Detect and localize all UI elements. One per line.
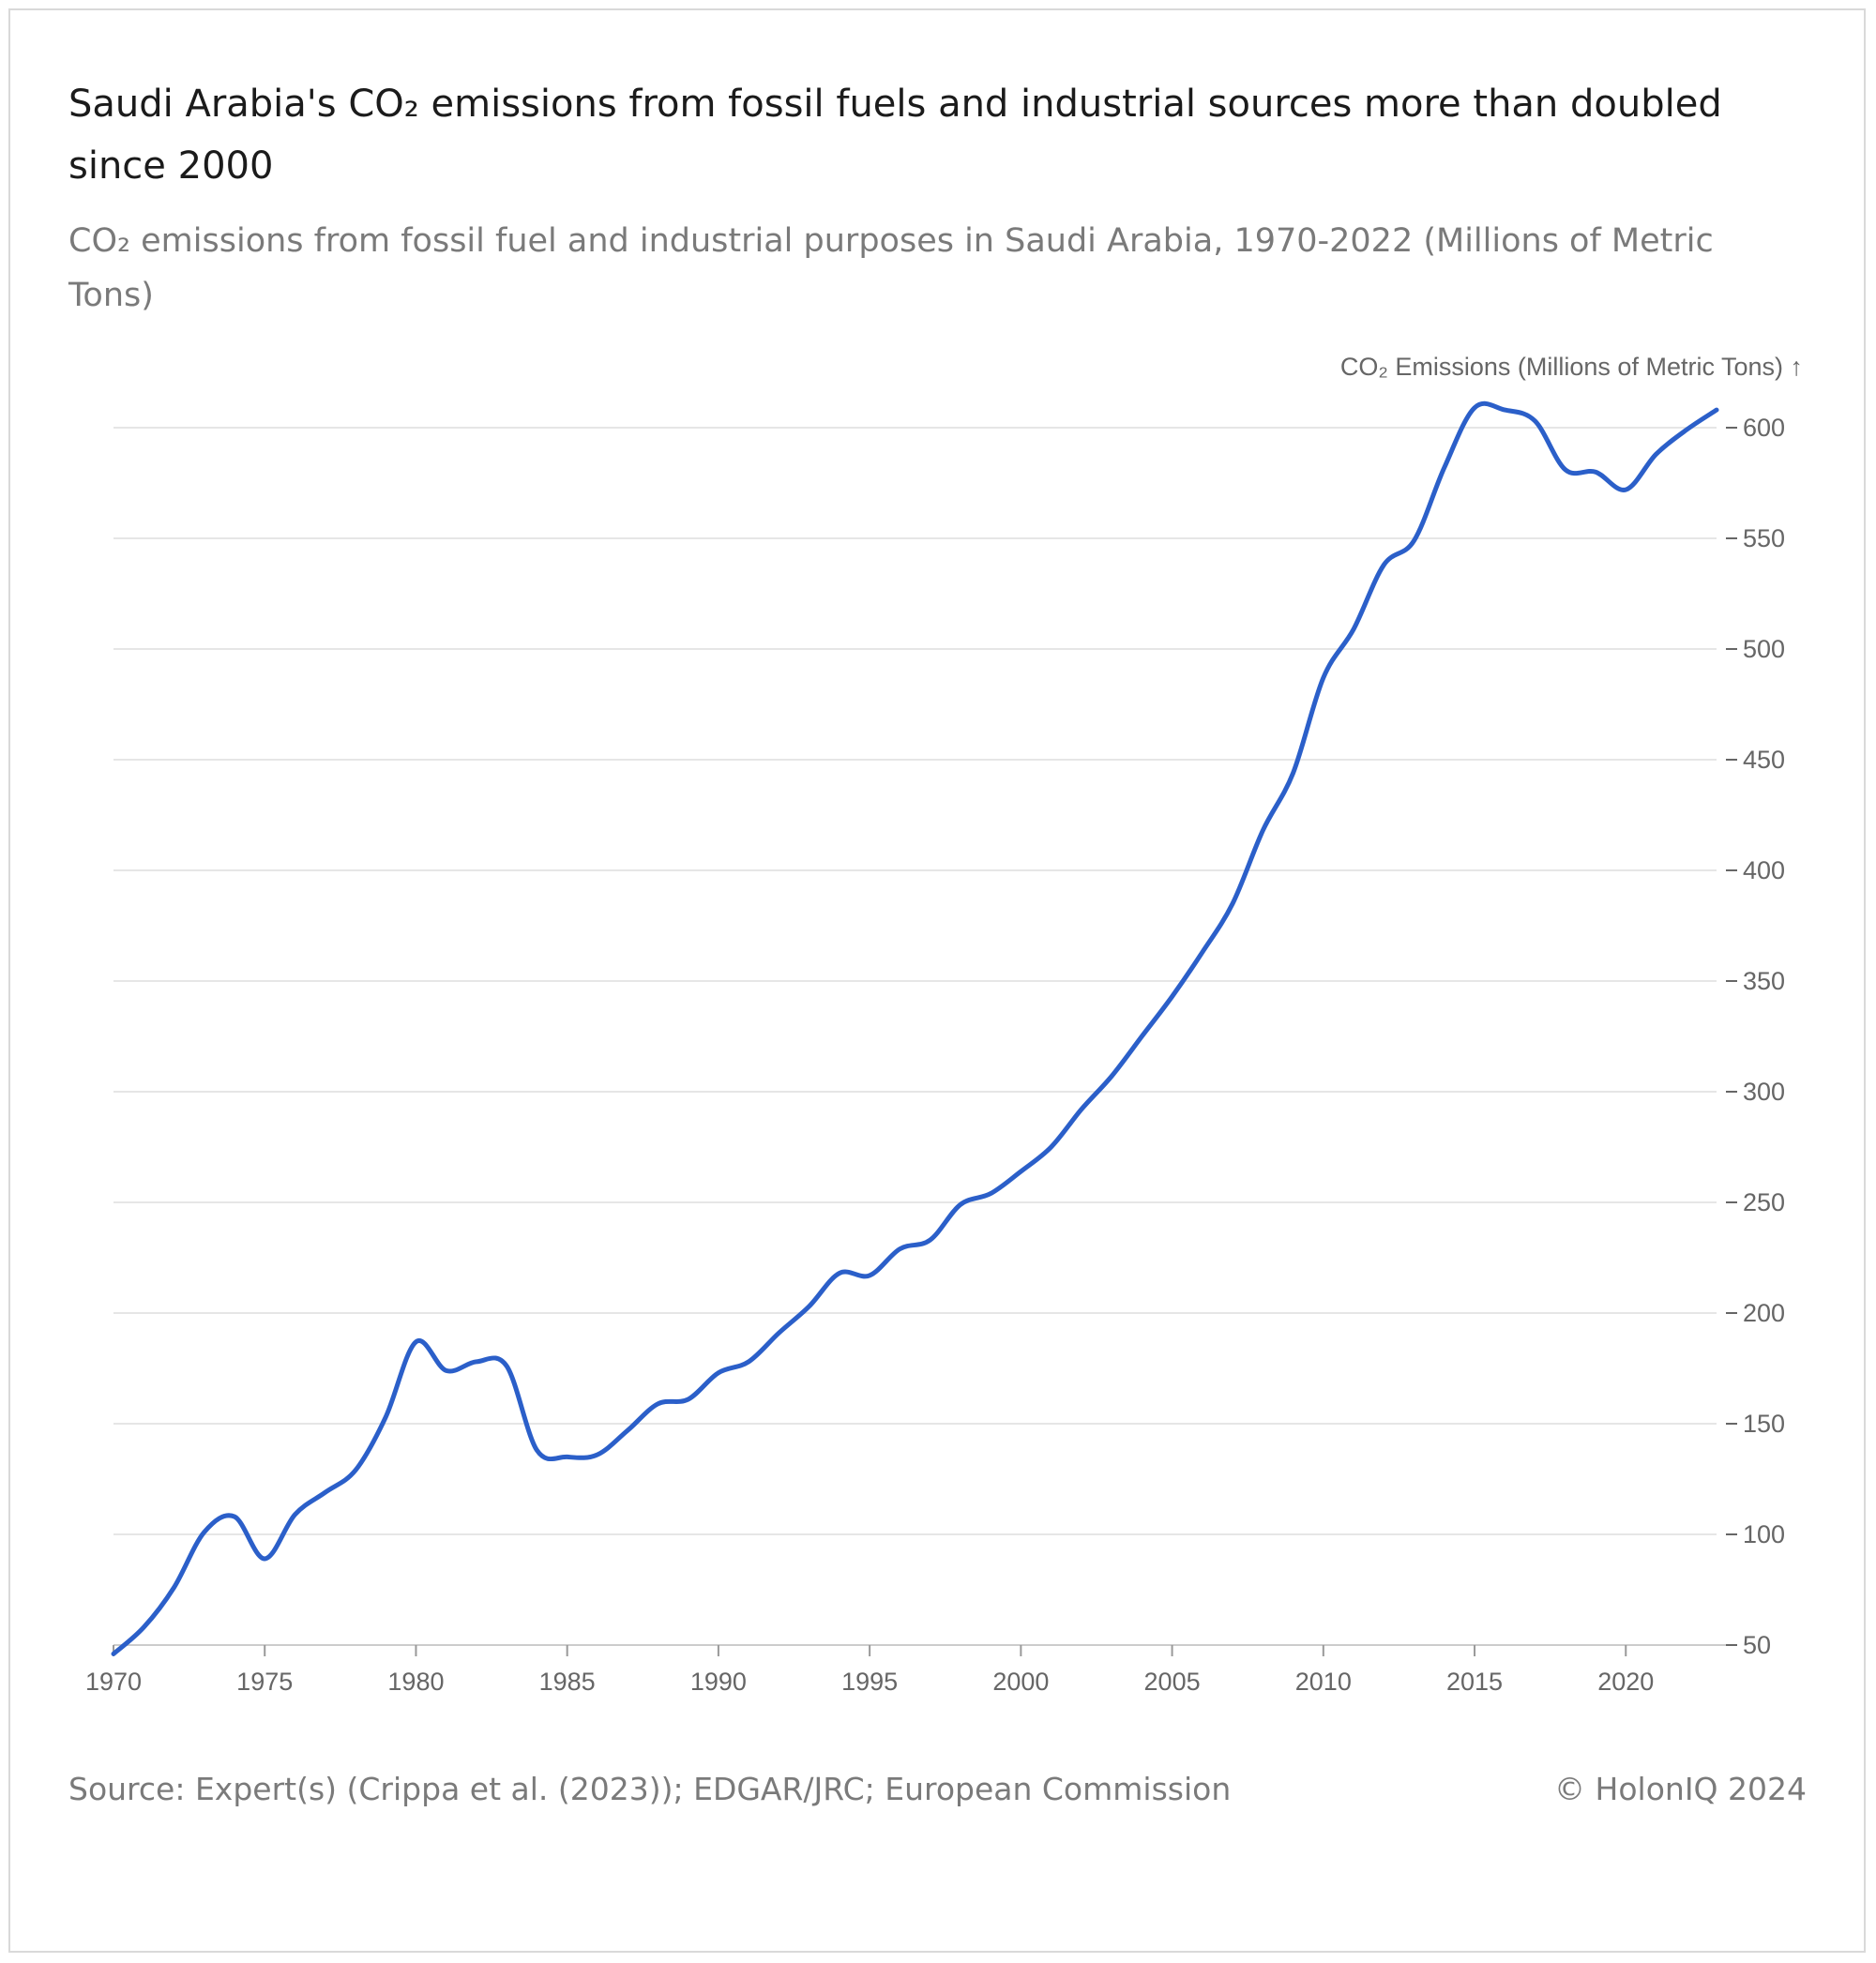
x-tick-label-1980: 1980 [387,1668,444,1696]
y-tick-label-200: 200 [1743,1299,1785,1327]
y-tick-label-150: 150 [1743,1410,1785,1438]
x-tick-label-2000: 2000 [992,1668,1049,1696]
chart-subtitle: CO₂ emissions from fossil fuel and indus… [68,222,1714,314]
y-tick-label-600: 600 [1743,414,1785,442]
y-tick-label-400: 400 [1743,856,1785,884]
y-tick-label-550: 550 [1743,524,1785,552]
x-tick-label-1975: 1975 [236,1668,293,1696]
x-tick-label-1990: 1990 [690,1668,747,1696]
y-tick-label-300: 300 [1743,1078,1785,1106]
y-tick-label-100: 100 [1743,1520,1785,1548]
y-axis-ticks: 50 100 150 200 250 300 350 400 450 500 550 600 [1726,414,1785,1659]
copyright-note: © HolonIQ 2024 [1554,1771,1807,1807]
y-tick-label-450: 450 [1743,746,1785,774]
y-axis-label: CO₂ Emissions (Millions of Metric Tons) … [1340,353,1803,381]
y-tick-label-350: 350 [1743,967,1785,995]
chart-title: Saudi Arabia's CO₂ emissions from fossil… [68,83,1722,188]
x-tick-label-1985: 1985 [539,1668,596,1696]
x-axis-ticks: 1970 1975 1980 1985 1990 1995 2000 2005 2010 2015… [85,1645,1654,1696]
x-tick-label-2010: 2010 [1295,1668,1352,1696]
y-tick-label-500: 500 [1743,635,1785,663]
x-tick-label-2005: 2005 [1144,1668,1201,1696]
x-tick-label-1995: 1995 [841,1668,898,1696]
x-tick-label-2020: 2020 [1597,1668,1654,1696]
source-note: Source: Expert(s) (Crippa et al. (2023))… [68,1771,1232,1807]
gridlines [113,427,1717,1535]
x-tick-label-1970: 1970 [85,1668,142,1696]
y-tick-label-50: 50 [1743,1631,1771,1659]
y-tick-label-250: 250 [1743,1188,1785,1216]
emissions-series-line [111,400,1719,1656]
x-tick-label-2015: 2015 [1446,1668,1503,1696]
